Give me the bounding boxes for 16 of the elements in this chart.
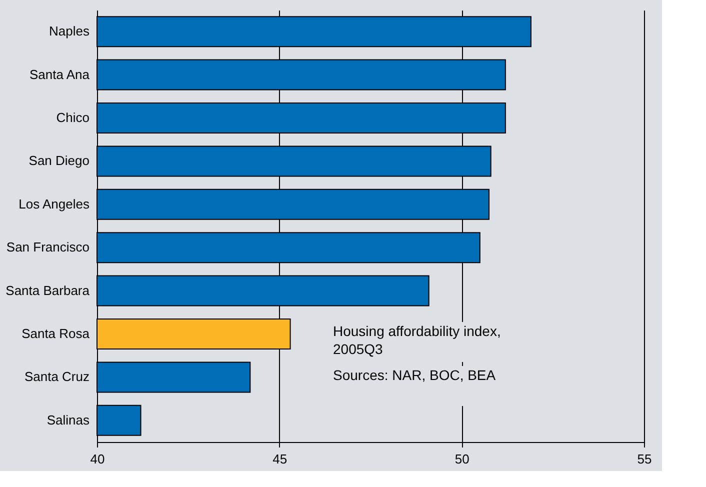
y-tick-label: Santa Rosa (22, 326, 90, 341)
y-tick-label: Salinas (46, 412, 90, 428)
y-tick-label: Santa Ana (30, 66, 90, 82)
x-tick-label: 40 (90, 452, 105, 466)
y-tick-label: Naples (49, 24, 90, 39)
annotation: Housing affordability index, 2005Q3 (333, 323, 501, 357)
x-tick-label: 50 (454, 452, 470, 466)
y-tick-label: Santa Barbara (6, 282, 90, 298)
y-tick-label: Chico (56, 110, 90, 125)
y-tick-label: San Diego (28, 153, 90, 168)
x-tick-label: 55 (637, 452, 652, 466)
y-tick-label: San Francisco (6, 240, 90, 255)
annotation: Sources: NAR, BOC, BEA (333, 367, 496, 383)
y-tick-label: Santa Cruz (24, 369, 90, 384)
y-tick-label: Los Angeles (18, 196, 90, 212)
x-tick-label: 45 (272, 452, 288, 466)
